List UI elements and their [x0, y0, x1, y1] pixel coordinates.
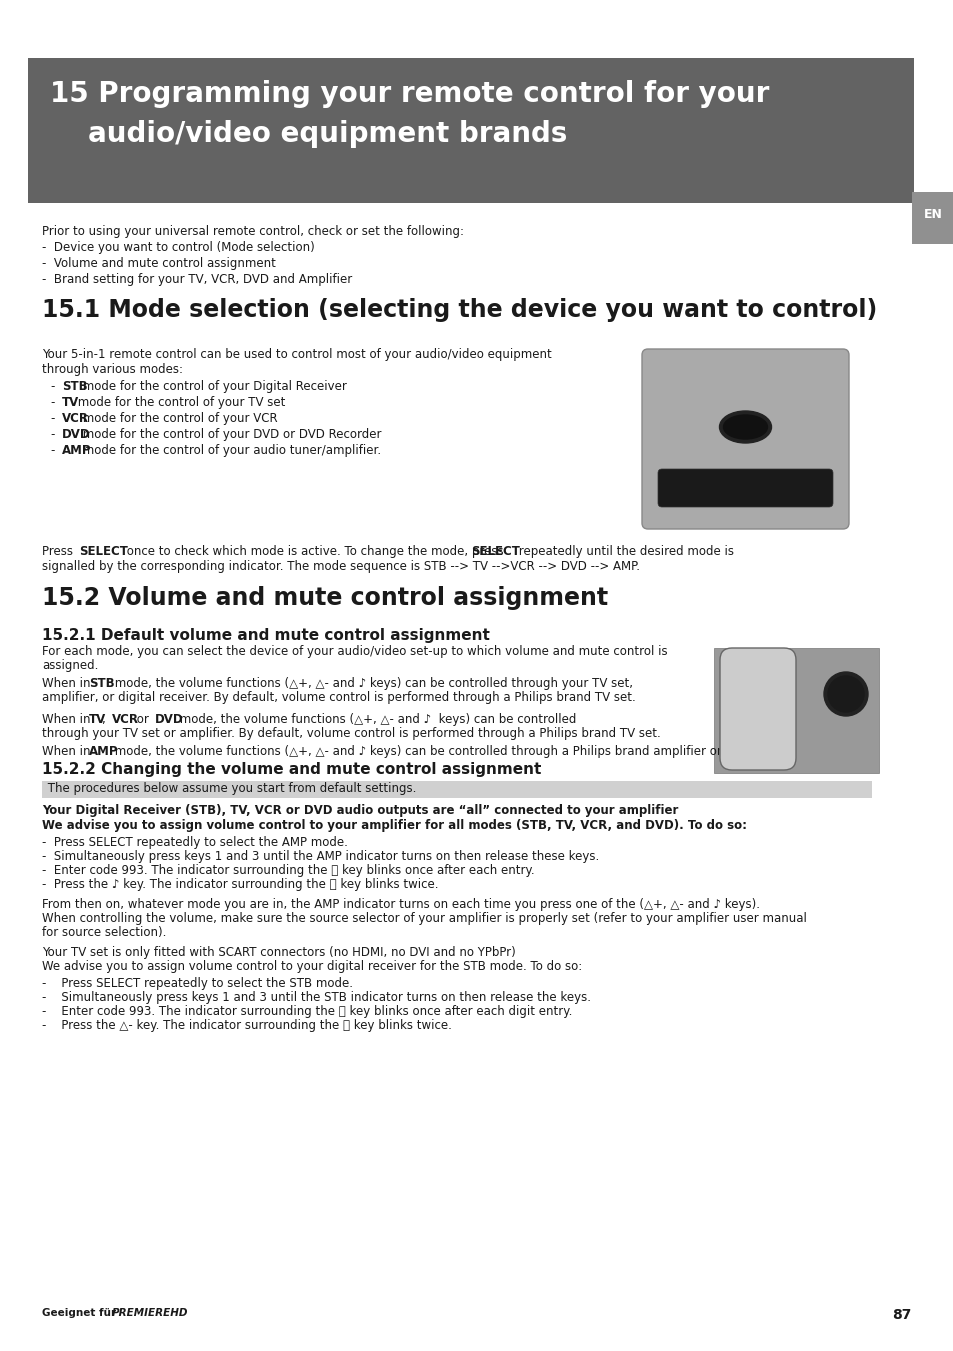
FancyBboxPatch shape	[911, 192, 953, 245]
Text: For each mode, you can select the device of your audio/video set-up to which vol: For each mode, you can select the device…	[42, 644, 667, 658]
Circle shape	[827, 676, 863, 712]
Text: mode for the control of your VCR: mode for the control of your VCR	[79, 412, 277, 426]
Text: ⏻: ⏻	[740, 419, 749, 434]
Text: through your TV set or amplifier. By default, volume control is performed throug: through your TV set or amplifier. By def…	[42, 727, 660, 740]
Text: AMP: AMP	[89, 744, 118, 758]
Text: 15.1 Mode selection (selecting the device you want to control): 15.1 Mode selection (selecting the devic…	[42, 299, 877, 322]
Text: ♪: ♪	[841, 686, 849, 698]
Text: -: -	[50, 396, 54, 409]
Circle shape	[823, 671, 867, 716]
FancyBboxPatch shape	[28, 58, 913, 203]
Ellipse shape	[722, 415, 767, 439]
Text: through various modes:: through various modes:	[42, 363, 183, 376]
Text: TV: TV	[62, 396, 79, 409]
Text: once to check which mode is active. To change the mode, press: once to check which mode is active. To c…	[123, 544, 507, 558]
Text: -  Volume and mute control assignment: - Volume and mute control assignment	[42, 257, 275, 270]
Text: Your TV set is only fitted with SCART connectors (no HDMI, no DVI and no YPbPr): Your TV set is only fitted with SCART co…	[42, 946, 516, 959]
Text: Your Digital Receiver (STB), TV, VCR or DVD audio outputs are “all” connected to: Your Digital Receiver (STB), TV, VCR or …	[42, 804, 678, 817]
Text: ,: ,	[102, 713, 110, 725]
Text: mode for the control of your DVD or DVD Recorder: mode for the control of your DVD or DVD …	[79, 428, 381, 440]
Text: △: △	[752, 703, 762, 717]
Text: -  Simultaneously press keys 1 and 3 until the AMP indicator turns on then relea: - Simultaneously press keys 1 and 3 unti…	[42, 850, 598, 863]
Text: -  Enter code 993. The indicator surrounding the ⏻ key blinks once after each en: - Enter code 993. The indicator surround…	[42, 865, 534, 877]
Text: From then on, whatever mode you are in, the AMP indicator turns on each time you: From then on, whatever mode you are in, …	[42, 898, 760, 911]
Text: -: -	[50, 428, 54, 440]
Text: VCR: VCR	[62, 412, 89, 426]
Text: -  Press SELECT repeatedly to select the AMP mode.: - Press SELECT repeatedly to select the …	[42, 836, 348, 848]
Text: 15 Programming your remote control for your: 15 Programming your remote control for y…	[50, 80, 768, 108]
Text: AMP: AMP	[62, 444, 91, 457]
Text: –: –	[754, 734, 760, 748]
Ellipse shape	[719, 411, 771, 443]
Text: -    Press the △- key. The indicator surrounding the ⏻ key blinks twice.: - Press the △- key. The indicator surrou…	[42, 1019, 452, 1032]
Text: amplifier, or digital receiver. By default, volume control is performed through : amplifier, or digital receiver. By defau…	[42, 690, 635, 704]
Text: mode for the control of your TV set: mode for the control of your TV set	[73, 396, 285, 409]
Text: DVD: DVD	[154, 713, 183, 725]
Text: The procedures below assume you start from default settings.: The procedures below assume you start fr…	[44, 782, 416, 794]
Text: 15.2.1 Default volume and mute control assignment: 15.2.1 Default volume and mute control a…	[42, 628, 489, 643]
Text: -  Brand setting for your TV, VCR, DVD and Amplifier: - Brand setting for your TV, VCR, DVD an…	[42, 273, 352, 286]
Text: Geeignet für: Geeignet für	[42, 1308, 120, 1319]
Text: EN: EN	[923, 208, 942, 222]
FancyBboxPatch shape	[713, 648, 878, 773]
Text: Your 5-in-1 remote control can be used to control most of your audio/video equip: Your 5-in-1 remote control can be used t…	[42, 349, 551, 361]
Text: DVD: DVD	[62, 428, 91, 440]
Text: When in: When in	[42, 744, 94, 758]
Text: -    Simultaneously press keys 1 and 3 until the STB indicator turns on then rel: - Simultaneously press keys 1 and 3 unti…	[42, 992, 590, 1004]
Text: We advise you to assign volume control to your digital receiver for the STB mode: We advise you to assign volume control t…	[42, 961, 581, 973]
Text: VCR: VCR	[112, 713, 139, 725]
Text: mode for the control of your Digital Receiver: mode for the control of your Digital Rec…	[79, 380, 347, 393]
Text: Prior to using your universal remote control, check or set the following:: Prior to using your universal remote con…	[42, 226, 463, 238]
Text: 87: 87	[892, 1308, 911, 1323]
Text: repeatedly until the desired mode is: repeatedly until the desired mode is	[515, 544, 733, 558]
Text: PREMIEREHD: PREMIEREHD	[112, 1308, 189, 1319]
Text: -    Enter code 993. The indicator surrounding the ⏻ key blinks once after each : - Enter code 993. The indicator surround…	[42, 1005, 572, 1019]
Text: mode, the volume functions (△+, △- and ♪  keys) can be controlled: mode, the volume functions (△+, △- and ♪…	[175, 713, 576, 725]
Text: audio/video equipment brands: audio/video equipment brands	[88, 120, 567, 149]
Text: assigned.: assigned.	[42, 659, 98, 671]
Text: -  Press the ♪ key. The indicator surrounding the ⏻ key blinks twice.: - Press the ♪ key. The indicator surroun…	[42, 878, 438, 892]
Text: -: -	[50, 412, 54, 426]
Text: -: -	[50, 444, 54, 457]
Text: signalled by the corresponding indicator. The mode sequence is STB --> TV -->VCR: signalled by the corresponding indicator…	[42, 561, 639, 573]
Text: Press: Press	[42, 544, 76, 558]
Text: -    Press SELECT repeatedly to select the STB mode.: - Press SELECT repeatedly to select the …	[42, 977, 353, 990]
Text: +: +	[750, 671, 764, 690]
FancyBboxPatch shape	[42, 781, 871, 798]
Text: When controlling the volume, make sure the source selector of your amplifier is : When controlling the volume, make sure t…	[42, 912, 806, 925]
FancyBboxPatch shape	[641, 349, 848, 530]
Text: 15.2 Volume and mute control assignment: 15.2 Volume and mute control assignment	[42, 586, 607, 611]
Text: 15.2.2 Changing the volume and mute control assignment: 15.2.2 Changing the volume and mute cont…	[42, 762, 540, 777]
Text: TV: TV	[89, 713, 106, 725]
Text: SELECT: SELECT	[79, 544, 128, 558]
FancyBboxPatch shape	[658, 469, 832, 507]
Text: STB: STB	[89, 677, 114, 690]
Text: mode for the control of your audio tuner/amplifier.: mode for the control of your audio tuner…	[79, 444, 381, 457]
Text: STB: STB	[62, 380, 88, 393]
Text: -  Device you want to control (Mode selection): - Device you want to control (Mode selec…	[42, 240, 314, 254]
Text: -: -	[50, 380, 54, 393]
FancyBboxPatch shape	[720, 648, 795, 770]
Text: When in: When in	[42, 677, 94, 690]
Text: We advise you to assign volume control to your amplifier for all modes (STB, TV,: We advise you to assign volume control t…	[42, 819, 746, 832]
Text: STB  TV  VCR  DVD  AMP: STB TV VCR DVD AMP	[699, 484, 791, 492]
Text: mode, the volume functions (△+, △- and ♪ keys) can be controlled through your TV: mode, the volume functions (△+, △- and ♪…	[111, 677, 633, 690]
Text: SELECT: SELECT	[471, 544, 519, 558]
Text: When in: When in	[42, 713, 94, 725]
Text: or: or	[132, 713, 152, 725]
Text: mode, the volume functions (△+, △- and ♪ keys) can be controlled through a Phili: mode, the volume functions (△+, △- and ♪…	[111, 744, 736, 758]
Text: for source selection).: for source selection).	[42, 925, 166, 939]
